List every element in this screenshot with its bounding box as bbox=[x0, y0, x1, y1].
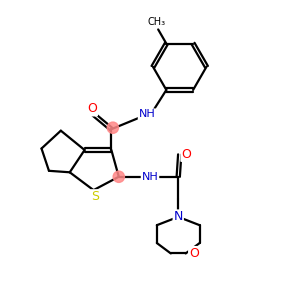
Text: CH₃: CH₃ bbox=[148, 17, 166, 27]
Text: N: N bbox=[173, 210, 183, 224]
Text: O: O bbox=[181, 148, 191, 161]
Text: O: O bbox=[87, 103, 97, 116]
Text: NH: NH bbox=[142, 172, 158, 182]
Text: S: S bbox=[91, 190, 99, 203]
Circle shape bbox=[113, 171, 124, 182]
Text: O: O bbox=[189, 247, 199, 260]
Text: NH: NH bbox=[139, 109, 155, 119]
Circle shape bbox=[107, 122, 118, 134]
